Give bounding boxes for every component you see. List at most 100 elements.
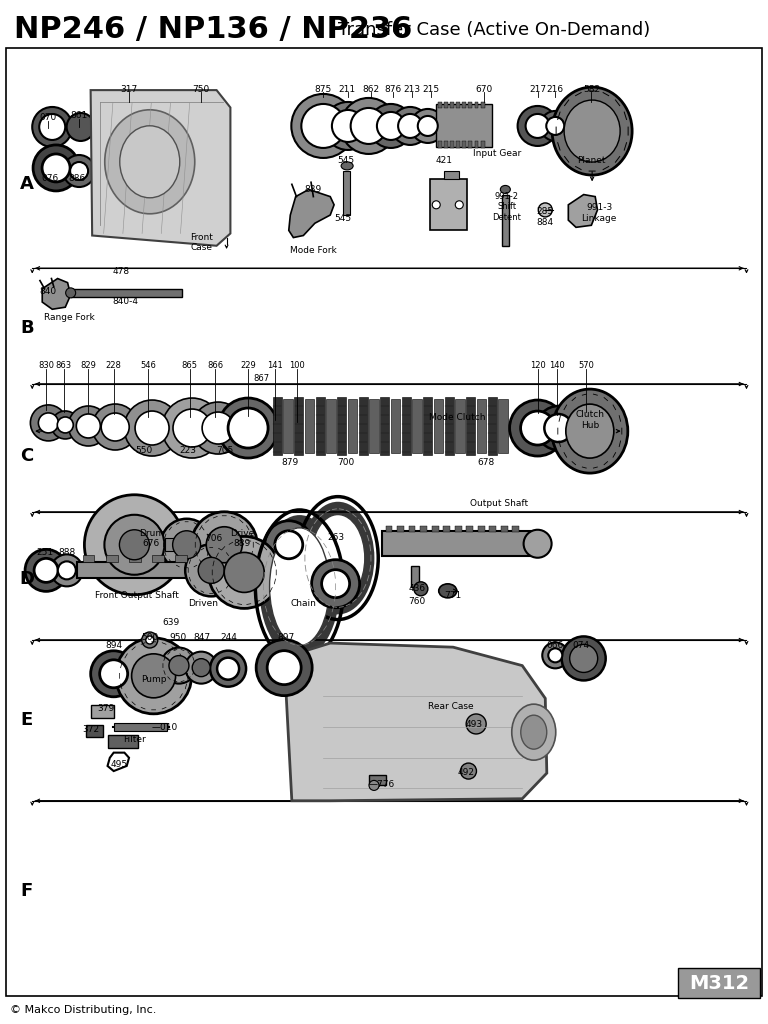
Circle shape bbox=[202, 412, 234, 444]
Ellipse shape bbox=[521, 715, 547, 750]
Text: 500: 500 bbox=[141, 634, 158, 642]
Bar bbox=[489, 526, 496, 532]
Bar bbox=[678, 968, 760, 998]
Bar bbox=[273, 397, 282, 455]
Text: 550: 550 bbox=[135, 446, 152, 455]
Bar bbox=[475, 102, 478, 108]
Circle shape bbox=[210, 650, 246, 687]
Text: 840-4: 840-4 bbox=[112, 297, 138, 305]
Text: 839: 839 bbox=[305, 185, 322, 194]
Text: Input Gear: Input Gear bbox=[473, 150, 521, 158]
Bar bbox=[432, 526, 439, 532]
Text: Planet: Planet bbox=[577, 157, 606, 165]
Text: 545: 545 bbox=[335, 214, 352, 222]
Bar bbox=[438, 141, 442, 148]
Text: NP246 / NP136 / NP236: NP246 / NP136 / NP236 bbox=[14, 15, 412, 44]
Bar bbox=[77, 562, 209, 578]
Circle shape bbox=[124, 400, 180, 456]
Circle shape bbox=[34, 558, 58, 583]
Text: 862: 862 bbox=[362, 85, 379, 93]
Ellipse shape bbox=[119, 529, 150, 560]
Text: 076: 076 bbox=[41, 174, 58, 182]
Circle shape bbox=[351, 108, 386, 144]
Text: 991-3: 991-3 bbox=[586, 204, 612, 212]
Bar bbox=[456, 102, 460, 108]
Bar bbox=[91, 705, 114, 718]
Circle shape bbox=[265, 521, 313, 568]
Text: 830: 830 bbox=[38, 361, 54, 370]
Text: 771: 771 bbox=[445, 592, 462, 600]
Text: 750: 750 bbox=[193, 85, 210, 93]
Text: Filter: Filter bbox=[123, 735, 146, 743]
Bar bbox=[478, 526, 485, 532]
Circle shape bbox=[162, 398, 222, 458]
Polygon shape bbox=[289, 189, 334, 238]
Circle shape bbox=[38, 413, 58, 433]
Ellipse shape bbox=[198, 557, 224, 584]
Text: 700: 700 bbox=[337, 459, 354, 467]
Bar bbox=[481, 102, 485, 108]
Circle shape bbox=[267, 650, 301, 685]
Ellipse shape bbox=[270, 528, 329, 646]
Bar bbox=[411, 566, 419, 587]
Text: 070: 070 bbox=[40, 114, 57, 122]
Circle shape bbox=[135, 411, 169, 445]
Bar bbox=[488, 397, 497, 455]
Text: 582: 582 bbox=[583, 85, 600, 93]
Ellipse shape bbox=[524, 529, 551, 558]
Bar bbox=[83, 555, 94, 562]
Circle shape bbox=[92, 404, 138, 450]
Text: 875: 875 bbox=[314, 85, 331, 93]
Text: 217: 217 bbox=[529, 85, 546, 93]
Ellipse shape bbox=[552, 389, 627, 473]
Circle shape bbox=[58, 561, 76, 580]
Bar bbox=[409, 526, 415, 532]
Ellipse shape bbox=[432, 201, 440, 209]
Text: 545: 545 bbox=[337, 157, 354, 165]
Circle shape bbox=[146, 636, 154, 644]
Ellipse shape bbox=[561, 637, 606, 680]
Text: 379: 379 bbox=[98, 705, 114, 713]
Bar bbox=[369, 775, 386, 785]
Text: Pump: Pump bbox=[141, 676, 167, 684]
Text: 244: 244 bbox=[220, 634, 237, 642]
Ellipse shape bbox=[439, 584, 457, 598]
Text: 066: 066 bbox=[547, 641, 564, 649]
Text: 861: 861 bbox=[71, 112, 88, 120]
Bar bbox=[445, 397, 454, 455]
Ellipse shape bbox=[511, 705, 556, 760]
Circle shape bbox=[51, 411, 79, 439]
Circle shape bbox=[332, 110, 364, 142]
Ellipse shape bbox=[185, 545, 237, 596]
Text: 639: 639 bbox=[163, 618, 180, 627]
Circle shape bbox=[218, 398, 278, 458]
Bar bbox=[434, 399, 443, 453]
Circle shape bbox=[63, 155, 95, 187]
Text: 495: 495 bbox=[111, 761, 127, 769]
Text: Clutch
Hub: Clutch Hub bbox=[575, 411, 604, 429]
Text: B: B bbox=[20, 318, 34, 337]
Bar bbox=[294, 397, 303, 455]
Ellipse shape bbox=[208, 537, 280, 608]
Text: 570: 570 bbox=[578, 361, 594, 370]
Circle shape bbox=[418, 116, 438, 136]
Circle shape bbox=[341, 98, 396, 154]
Text: Drive
889: Drive 889 bbox=[230, 529, 254, 548]
Text: 670: 670 bbox=[475, 85, 492, 93]
Ellipse shape bbox=[67, 113, 94, 141]
Text: —010: —010 bbox=[152, 723, 178, 731]
Text: 863: 863 bbox=[56, 361, 71, 370]
Ellipse shape bbox=[120, 126, 180, 198]
Text: 120: 120 bbox=[530, 361, 545, 370]
Text: 950: 950 bbox=[170, 634, 187, 642]
Ellipse shape bbox=[84, 495, 184, 595]
Bar bbox=[444, 171, 459, 179]
Text: 829: 829 bbox=[81, 361, 96, 370]
Text: 229: 229 bbox=[240, 361, 256, 370]
Circle shape bbox=[228, 408, 268, 449]
Ellipse shape bbox=[224, 552, 264, 593]
Text: 876: 876 bbox=[385, 85, 402, 93]
Ellipse shape bbox=[185, 651, 217, 684]
Bar bbox=[316, 397, 325, 455]
Bar bbox=[380, 397, 389, 455]
